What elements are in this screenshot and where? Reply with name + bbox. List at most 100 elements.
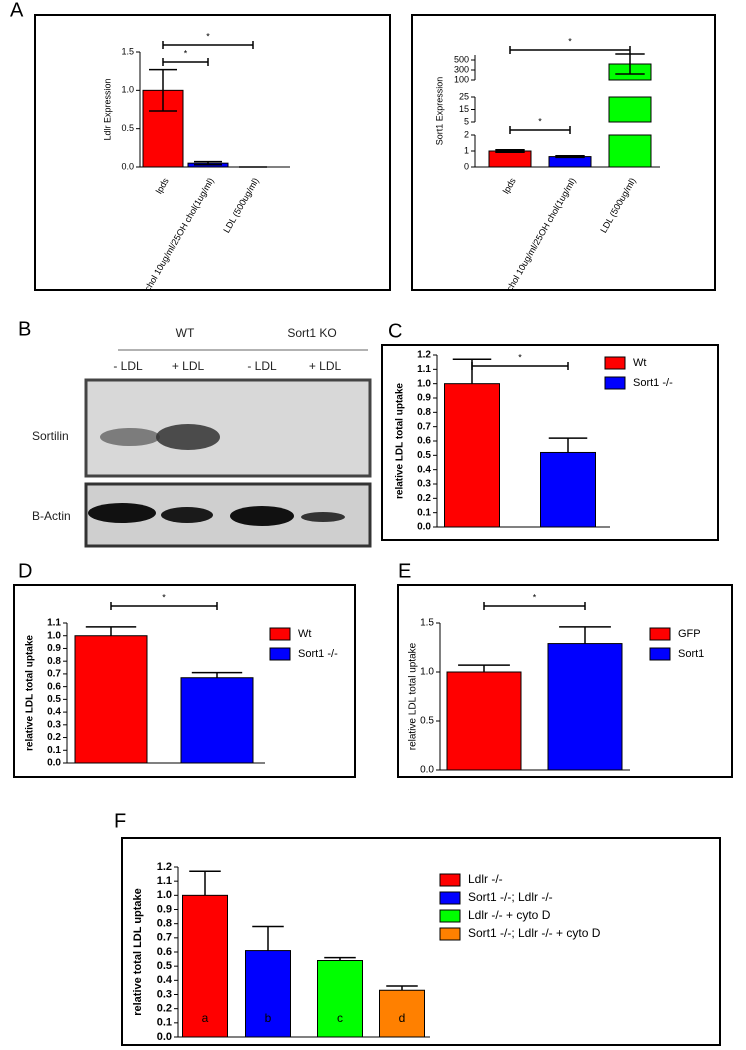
legend-swatch xyxy=(439,891,461,905)
significance-label: * xyxy=(206,31,210,41)
legend-swatch xyxy=(439,873,461,887)
y-tick-label: 0.9 xyxy=(47,643,61,654)
significance-bracket xyxy=(509,46,631,54)
y-tick-label: 0.4 xyxy=(157,974,173,986)
legend-label: Ldlr -/- + cyto D xyxy=(468,908,551,922)
error-bar xyxy=(149,68,177,112)
panel-label: F xyxy=(114,810,126,832)
y-tick-label: 0.1 xyxy=(157,1017,172,1029)
blot-row: Sortilin xyxy=(32,429,69,443)
y-tick-label: 0.7 xyxy=(47,669,61,680)
legend-label: Sort1 -/- xyxy=(633,377,673,389)
significance-label: * xyxy=(533,592,537,602)
bar xyxy=(608,134,652,168)
error-bar xyxy=(189,870,221,896)
legend-swatch xyxy=(649,627,671,641)
bar-letter: b xyxy=(265,1011,272,1025)
blot-group: Sort1 KO xyxy=(287,326,336,340)
legend-swatch xyxy=(439,909,461,923)
y-tick-label: 0 xyxy=(464,161,469,171)
significance-label: * xyxy=(518,352,522,362)
blot-group: WT xyxy=(176,326,195,340)
y-tick-label: 1.2 xyxy=(417,350,431,361)
panel-frame xyxy=(13,584,356,778)
y-tick-label: 0.7 xyxy=(157,932,172,944)
error-bar xyxy=(559,626,611,644)
blot-lane: + LDL xyxy=(172,359,205,373)
error-bar xyxy=(386,985,418,991)
bar-letter: a xyxy=(202,1011,209,1025)
y-tick-label: 0.4 xyxy=(417,464,431,475)
blot-row: B-Actin xyxy=(32,509,71,523)
error-bar xyxy=(495,148,525,154)
error-bar xyxy=(252,925,284,951)
y-axis-label: relative total LDL uptake xyxy=(132,888,144,1016)
panel-label: A xyxy=(10,0,24,21)
band xyxy=(156,424,220,450)
bar-letter: c xyxy=(337,1011,343,1025)
y-tick-label: 1.5 xyxy=(121,46,134,56)
y-tick-label: 0.2 xyxy=(417,493,431,504)
legend-swatch xyxy=(439,927,461,941)
significance-bracket xyxy=(110,602,218,610)
y-tick-label: 1.1 xyxy=(47,618,61,629)
legend-label: GFP xyxy=(678,628,701,640)
bar-letter: d xyxy=(399,1011,406,1025)
significance-bracket xyxy=(471,362,569,370)
panel-label: C xyxy=(388,320,402,342)
x-tick-label: chol 10ug/ml/25OH chol(1ug/ml) xyxy=(505,176,578,293)
western-blot: WT Sort1 KO - LDL + LDL - LDL + LDL Sort… xyxy=(32,326,372,548)
y-tick-label: 0.9 xyxy=(157,903,172,915)
bar xyxy=(317,960,363,1038)
y-tick-label: 1.2 xyxy=(157,861,172,873)
panel-frame xyxy=(34,14,391,291)
panel-frame xyxy=(381,344,719,541)
blot-lane: - LDL xyxy=(113,359,143,373)
y-tick-label: 5 xyxy=(464,116,469,126)
y-tick-label: 100 xyxy=(454,74,469,84)
panel-label: E xyxy=(398,560,411,582)
y-tick-label: 2 xyxy=(464,129,469,139)
y-tick-label: 0.5 xyxy=(417,450,431,461)
y-tick-label: 0.6 xyxy=(417,436,431,447)
y-tick-label: 25 xyxy=(459,91,469,101)
y-tick-label: 0.2 xyxy=(47,732,61,743)
legend-label: Sort1 -/-; Ldlr -/- + cyto D xyxy=(468,926,601,940)
significance-bracket xyxy=(162,58,209,66)
y-tick-label: 300 xyxy=(454,64,469,74)
blot-frame xyxy=(84,378,372,478)
legend-label: Sort1 -/-; Ldlr -/- xyxy=(468,890,553,904)
y-axis-label: relative LDL total uptake xyxy=(25,635,36,751)
legend-label: Sort1 xyxy=(678,648,704,660)
panel-frame xyxy=(121,837,721,1046)
y-tick-label: 0.5 xyxy=(157,960,172,972)
y-tick-label: 1.0 xyxy=(417,378,431,389)
bar xyxy=(182,894,228,1038)
error-bar xyxy=(548,437,588,453)
band xyxy=(88,503,156,523)
y-tick-label: 0.5 xyxy=(420,716,434,727)
y-tick-label: 0.0 xyxy=(121,161,134,171)
y-tick-label: 1.1 xyxy=(417,364,431,375)
y-tick-label: 0.8 xyxy=(417,407,431,418)
significance-bracket xyxy=(509,126,571,134)
error-bar xyxy=(324,956,356,961)
significance-label: * xyxy=(184,48,188,58)
legend-swatch xyxy=(604,356,626,370)
y-tick-label: 1.1 xyxy=(157,875,172,887)
y-tick-label: 0.8 xyxy=(157,918,172,930)
y-tick-label: 0.3 xyxy=(157,988,172,1000)
y-tick-label: 0.7 xyxy=(417,421,431,432)
y-tick-label: 0.6 xyxy=(157,946,172,958)
error-bar xyxy=(555,155,585,159)
y-tick-label: 0.0 xyxy=(417,522,431,533)
error-bar xyxy=(191,671,243,678)
band xyxy=(100,428,160,446)
chart-panel: 0.0 0.5 1.0 1.5 relative LDL total uptake * GF… xyxy=(397,584,733,778)
panel-frame xyxy=(397,584,733,778)
chart-panel: 0.0 0.1 0.2 0.30.4 0.5 0.60.7 0.8 0.9 1.01.1 rela… xyxy=(13,584,356,778)
error-bar xyxy=(458,664,510,672)
chart-panel: 0.0 0.1 0.2 0.3 0.4 0.5 0.6 0.7 0.8 0.9 1.0 1.1 1.2 r… xyxy=(121,837,721,1046)
bar xyxy=(379,989,425,1038)
